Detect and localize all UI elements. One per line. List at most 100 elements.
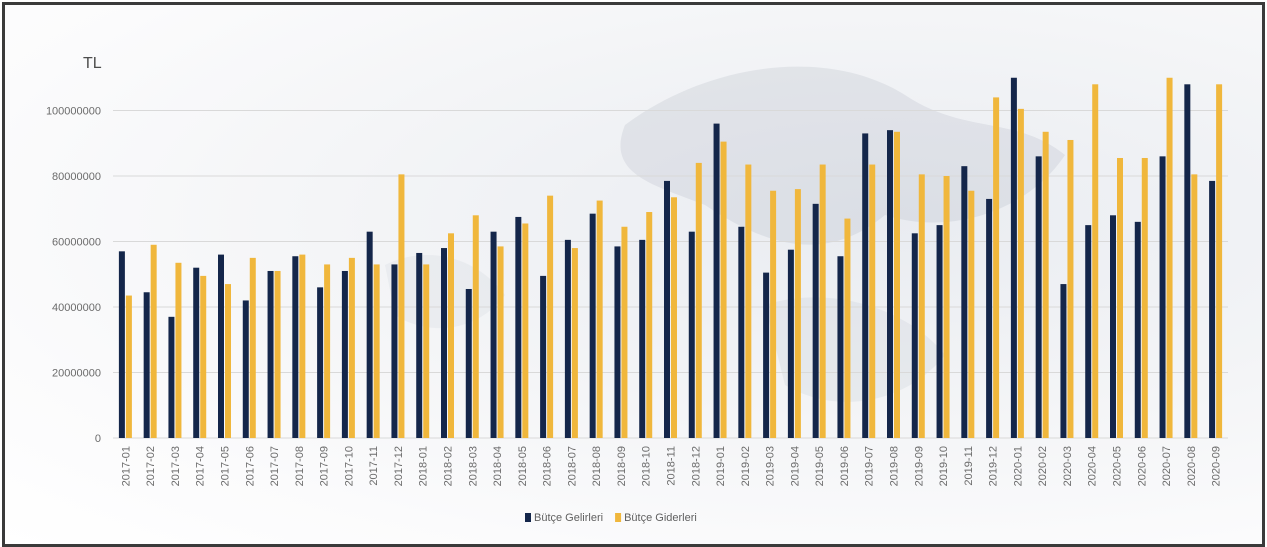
bar-gider: [770, 190, 777, 438]
bar-gelir: [614, 246, 621, 438]
bar-gelir: [366, 231, 373, 438]
bar-gelir: [1010, 77, 1017, 438]
x-tick-label: 2018-03: [467, 446, 479, 486]
bar-gelir: [242, 300, 249, 438]
bar-gelir: [862, 133, 869, 439]
bar-gider: [1117, 157, 1123, 439]
y-axis-unit-label: TL: [83, 55, 102, 72]
bar-gider: [249, 257, 256, 438]
bar-gider: [1216, 84, 1223, 439]
y-axis: 0 20000000 40000000 60000000 80000000 1000000…: [46, 106, 101, 446]
bar-gelir: [936, 225, 943, 438]
bar-gider: [993, 97, 1000, 439]
bar-gider: [448, 233, 454, 438]
bar-gider: [1067, 139, 1074, 438]
bar-gider: [274, 270, 281, 438]
y-gridlines: [113, 110, 1228, 439]
bar-gider: [150, 244, 157, 438]
bar-gelir: [490, 231, 497, 438]
x-tick-label: 2018-08: [591, 446, 603, 486]
bar-gider: [1092, 84, 1099, 439]
x-tick-label: 2017-11: [368, 446, 380, 486]
bar-gelir: [515, 216, 522, 438]
bar-gider: [1042, 131, 1049, 438]
x-tick-label: 2017-12: [393, 446, 405, 486]
legend-label: Bütçe Giderleri: [624, 512, 697, 524]
bar-gider: [225, 284, 231, 438]
bar-gelir: [837, 256, 844, 438]
bar-gider: [547, 195, 554, 438]
x-tick-label: 2017-09: [319, 446, 331, 486]
bar-gider: [324, 264, 331, 438]
bar-gelir: [540, 275, 547, 438]
y-tick-label: 100000000: [46, 106, 101, 118]
x-tick-label: 2020-04: [1087, 446, 1099, 486]
bar-gelir: [911, 233, 918, 438]
y-tick-label: 20000000: [52, 368, 101, 380]
x-tick-label: 2018-11: [666, 446, 678, 486]
x-tick-label: 2019-02: [740, 446, 752, 486]
bar-gelir: [787, 249, 794, 438]
legend-label: Bütçe Gelirleri: [534, 512, 603, 524]
x-axis: 2017-01 2017-02 2017-03 2017-04 2017-05 2017-…: [120, 446, 1222, 486]
bar-gider: [348, 257, 355, 438]
x-tick-label: 2019-07: [864, 446, 876, 486]
x-tick-label: 2018-07: [566, 446, 578, 486]
bar-gelir: [1060, 284, 1067, 438]
bar-gider: [522, 223, 529, 438]
bar-gider: [175, 262, 182, 438]
bar-gelir: [812, 203, 819, 438]
y-tick-label: 40000000: [52, 302, 101, 314]
x-tick-label: 2019-03: [765, 446, 777, 486]
y-tick-label: 60000000: [52, 237, 101, 249]
x-tick-label: 2019-01: [715, 446, 727, 486]
bar-gider: [869, 164, 876, 438]
bar-gider: [894, 131, 900, 438]
bar-gelir: [589, 213, 596, 438]
x-tick-label: 2020-02: [1037, 446, 1049, 486]
bar-gider: [497, 246, 504, 438]
bar-gelir: [1035, 156, 1042, 438]
x-tick-label: 2017-05: [220, 446, 232, 486]
bar-gelir: [391, 264, 398, 438]
bar-gelir: [1085, 225, 1092, 438]
legend-swatch: [615, 513, 622, 522]
bar-gelir: [292, 256, 299, 438]
x-tick-label: 2017-07: [269, 446, 281, 486]
x-tick-label: 2019-10: [938, 446, 950, 486]
bar-gelir: [1110, 215, 1116, 438]
bar-gider: [373, 264, 380, 438]
bar-gider: [1166, 77, 1173, 438]
bar-gider: [200, 275, 207, 438]
bar-gider: [844, 218, 851, 438]
bar-gelir: [713, 123, 720, 438]
x-tick-label: 2020-09: [1211, 446, 1223, 486]
bar-gider: [398, 174, 405, 439]
bar-gider: [596, 200, 603, 438]
x-tick-label: 2018-12: [690, 446, 702, 486]
bar-gider: [745, 164, 752, 438]
bar-gelir: [564, 239, 571, 438]
x-tick-label: 2018-05: [517, 446, 529, 486]
x-tick-label: 2019-04: [789, 446, 801, 486]
bar-gider: [125, 295, 132, 438]
bar-gider: [918, 174, 925, 439]
bar-gider: [794, 189, 801, 438]
bar-gider: [695, 162, 702, 438]
bar-gelir: [218, 254, 224, 438]
x-tick-label: 2020-03: [1062, 446, 1074, 486]
bar-gelir: [1134, 221, 1141, 438]
bar-chart: 0 20000000 40000000 60000000 80000000 1000000…: [46, 55, 1228, 524]
bar-gider: [423, 264, 430, 438]
x-tick-label: 2017-04: [195, 446, 207, 486]
bar-gider: [1017, 108, 1024, 439]
x-tick-label: 2017-08: [294, 446, 306, 486]
bar-gelir: [341, 270, 348, 438]
bar-gelir: [193, 267, 200, 438]
bar-gider: [1191, 174, 1198, 439]
bar-gider: [968, 190, 975, 438]
bar-gelir: [738, 226, 745, 438]
x-tick-label: 2018-10: [641, 446, 653, 486]
x-tick-label: 2020-08: [1186, 446, 1198, 486]
legend: Bütçe Gelirleri Bütçe Giderleri: [525, 512, 697, 524]
